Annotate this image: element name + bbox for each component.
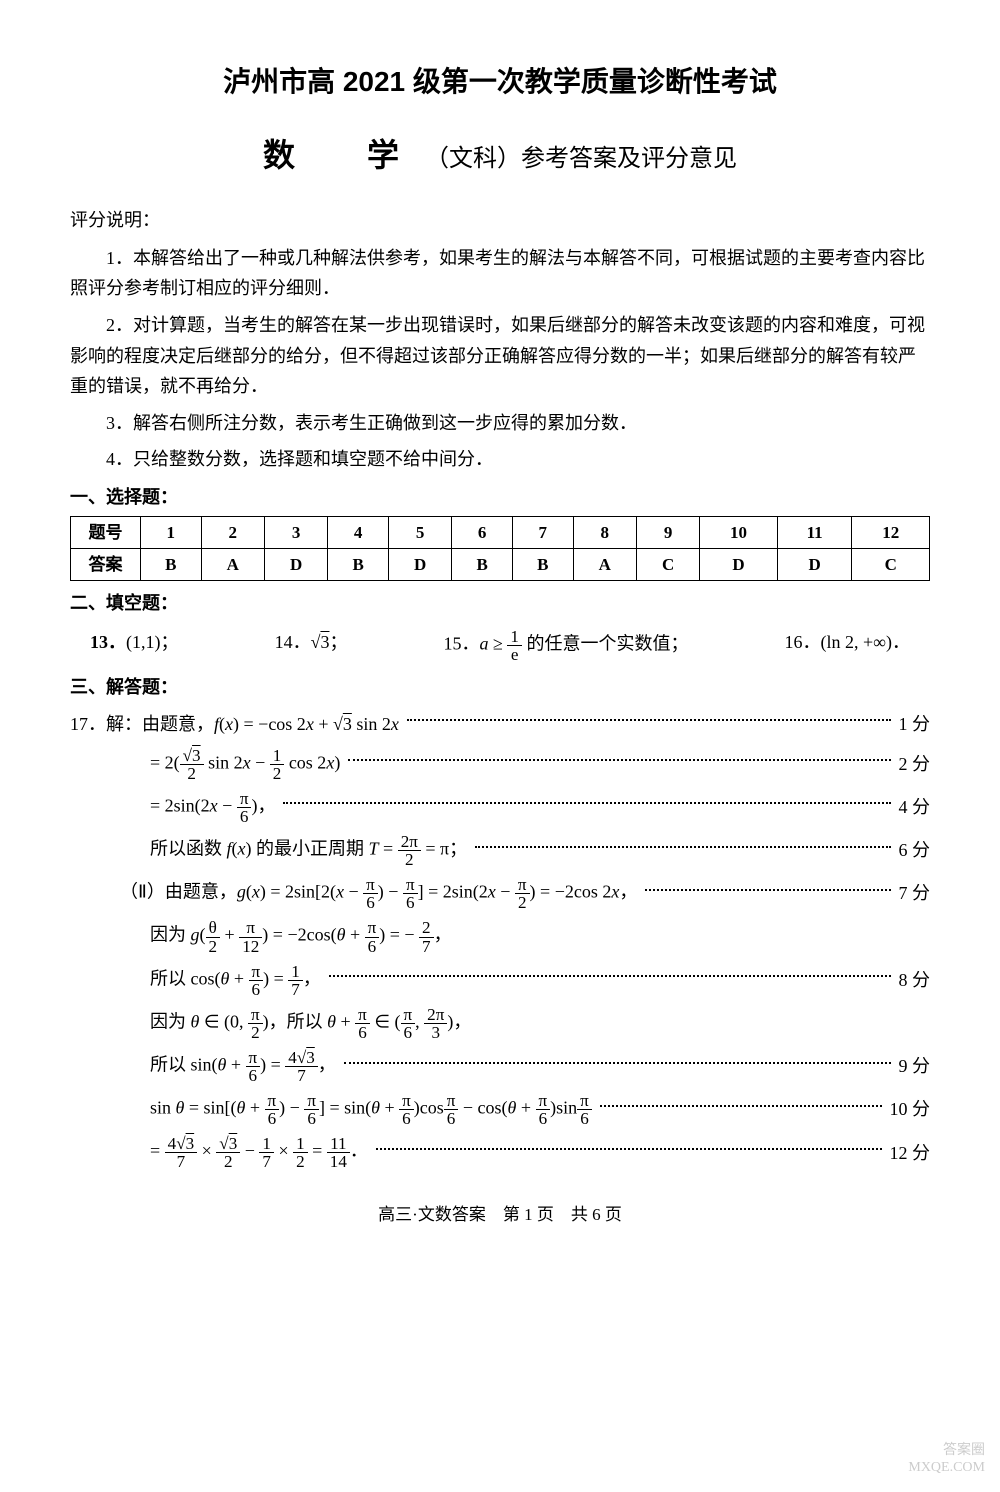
q17-line11: = 4√37 × √32 − 17 × 12 = 1114． 12 分 <box>70 1135 930 1170</box>
question-17: 17．解：由题意，f(x) = −cos 2x + √3 sin 2x 1 分 … <box>70 710 930 1171</box>
q17-line8: 因为 θ ∈ (0, π2)，所以 θ + π6 ∈ (π6, 2π3)， <box>70 1006 930 1041</box>
exam-title: 泸州市高 2021 级第一次教学质量诊断性考试 <box>70 60 930 105</box>
fill-blanks-row: 13．(1,1)； 14．√3； 15．a ≥ 1e 的任意一个实数值； 16．… <box>70 628 930 663</box>
q17-line6: 因为 g(θ2 + π12) = −2cos(θ + π6) = − 27， <box>70 919 930 954</box>
q17-line4: 所以函数 f(x) 的最小正周期 T = 2π2 = π； 6 分 <box>70 833 930 868</box>
choice-answer-table: 题号 1 2 3 4 5 6 7 8 9 10 11 12 答案 B A D B… <box>70 516 930 581</box>
q17-line3: = 2sin(2x − π6)， 4 分 <box>70 790 930 825</box>
fill-14: 14．√3； <box>275 628 348 663</box>
fill-header: 二、填空题： <box>70 589 930 618</box>
q17-line9: 所以 sin(θ + π6) = 4√37， 9 分 <box>70 1049 930 1084</box>
page-footer: 高三·文数答案 第 1 页 共 6 页 <box>70 1201 930 1228</box>
q17-line2: = 2(√32 sin 2x − 12 cos 2x) 2 分 <box>70 747 930 782</box>
instruction-3: 3．解答右侧所注分数，表示考生正确做到这一步应得的累加分数． <box>70 408 930 439</box>
row-label: 题号 <box>71 516 141 548</box>
exam-subtitle: 数 学 （文科）参考答案及评分意见 <box>70 130 930 181</box>
q17-line10: sin θ = sin[(θ + π6) − π6] = sin(θ + π6)… <box>70 1092 930 1127</box>
solve-header: 三、解答题： <box>70 673 930 702</box>
q17-line5: （Ⅱ）由题意，g(x) = 2sin[2(x − π6) − π6] = 2si… <box>70 876 930 911</box>
fill-16: 16．(ln 2, +∞)． <box>785 628 910 663</box>
q17-line1: 17．解：由题意，f(x) = −cos 2x + √3 sin 2x 1 分 <box>70 710 930 739</box>
table-row: 答案 B A D B D B B A C D D C <box>71 548 930 580</box>
row-label: 答案 <box>71 548 141 580</box>
subject-name: 数 学 <box>263 137 419 173</box>
fill-15: 15．a ≥ 1e 的任意一个实数值； <box>444 628 689 663</box>
fill-13: 13．(1,1)； <box>90 628 179 663</box>
watermark: 答案圈 MXQE.COM <box>908 1443 985 1477</box>
instruction-2: 2．对计算题，当考生的解答在某一步出现错误时，如果后继部分的解答未改变该题的内容… <box>70 310 930 402</box>
instruction-4: 4．只给整数分数，选择题和填空题不给中间分． <box>70 444 930 475</box>
table-row: 题号 1 2 3 4 5 6 7 8 9 10 11 12 <box>71 516 930 548</box>
choice-header: 一、选择题： <box>70 483 930 512</box>
subtitle-sub: （文科）参考答案及评分意见 <box>425 146 737 172</box>
instruction-1: 1．本解答给出了一种或几种解法供参考，如果考生的解法与本解答不同，可根据试题的主… <box>70 243 930 304</box>
instructions-label: 评分说明： <box>70 206 930 235</box>
q17-line7: 所以 cos(θ + π6) = 17， 8 分 <box>70 963 930 998</box>
